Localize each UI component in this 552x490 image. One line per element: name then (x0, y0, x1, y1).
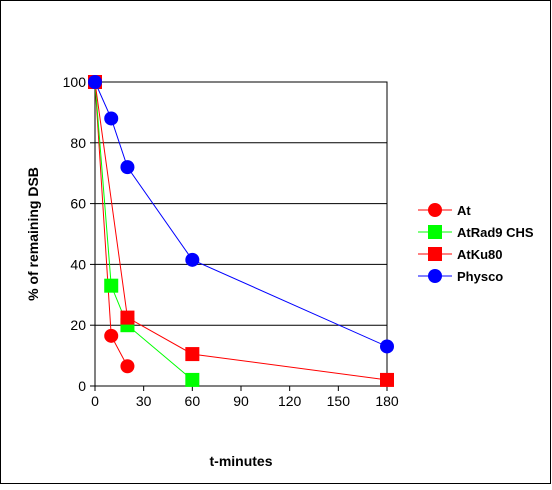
y-tick-label: 80 (70, 135, 86, 151)
y-tick-label: 40 (70, 256, 86, 272)
x-tick-label: 120 (278, 393, 302, 409)
x-tick-label: 90 (233, 393, 249, 409)
x-tick-label: 30 (136, 393, 152, 409)
data-point (380, 372, 394, 387)
x-tick-label: 150 (327, 393, 351, 409)
y-tick-label: 100 (63, 74, 87, 90)
y-tick-label: 0 (78, 378, 86, 394)
legend: At AtRad9 CHS AtKu80 Physco (418, 203, 534, 284)
legend-marker (428, 247, 442, 261)
legend-entry: At (418, 203, 471, 218)
data-point (185, 347, 200, 362)
legend-marker (428, 269, 442, 283)
legend-marker (428, 225, 442, 239)
data-point (120, 310, 135, 325)
y-tick-label: 20 (70, 317, 86, 333)
legend-entry: AtKu80 (418, 247, 503, 262)
data-point (120, 160, 135, 175)
data-point (120, 359, 135, 374)
y-tick-label: 60 (70, 196, 86, 212)
series-group (88, 75, 394, 387)
axis-ticks: 0 20 40 60 80 100 0 30 60 90 120 150 180 (63, 74, 399, 409)
series-physco (88, 75, 394, 354)
series-line (94, 81, 388, 381)
x-tick-label: 180 (375, 393, 399, 409)
data-point (185, 252, 200, 267)
data-point (380, 339, 394, 354)
legend-label: Physco (457, 269, 503, 284)
data-point (104, 111, 119, 126)
legend-entry: Physco (418, 269, 503, 284)
legend-label: AtKu80 (457, 247, 503, 262)
y-axis-label: % of remaining DSB (25, 167, 41, 301)
x-tick-label: 60 (185, 393, 201, 409)
legend-label: At (457, 203, 471, 218)
data-point (185, 372, 200, 387)
data-point (104, 278, 119, 293)
legend-marker (428, 203, 442, 217)
series-line (94, 81, 193, 381)
data-point (88, 75, 102, 89)
legend-label: AtRad9 CHS (457, 225, 534, 240)
x-tick-label: 0 (91, 393, 99, 409)
x-axis-label: t-minutes (210, 453, 273, 469)
legend-entry: AtRad9 CHS (418, 225, 534, 240)
data-point (104, 328, 119, 343)
